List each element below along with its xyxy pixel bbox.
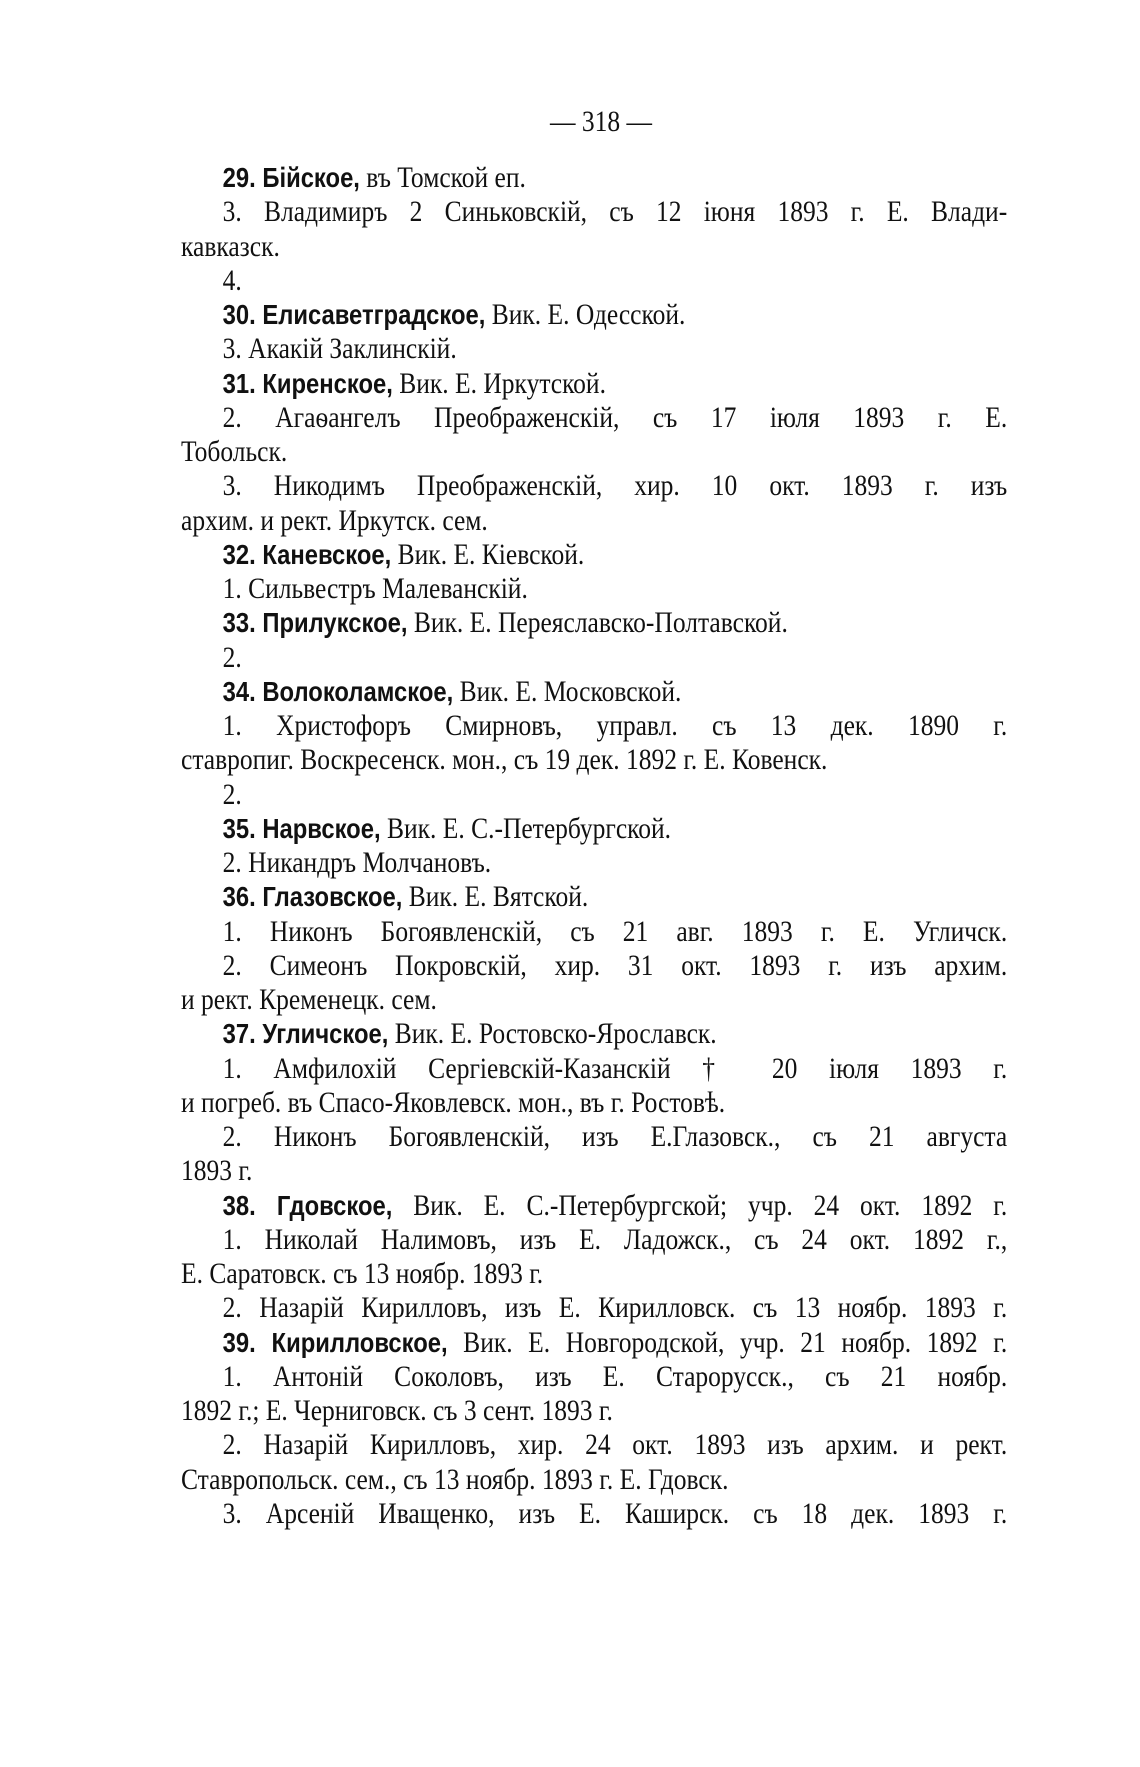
text-line: и рект. Кременецк. сем. — [181, 983, 1007, 1017]
line-text: Вик. Е. Кіевской. — [391, 537, 585, 571]
text-line: 2. Никандръ Молчановъ. — [181, 846, 1007, 880]
text-line: 1. Христофоръ Смирновъ, управл. съ 13 де… — [181, 709, 1008, 743]
diocese-heading: 37. Угличское, — [222, 1018, 389, 1050]
text-line: 2. Назарій Кирилловъ, хир. 24 окт. 1893 … — [181, 1428, 1008, 1462]
text-line: Е. Саратовск. съ 13 ноябр. 1893 г. — [181, 1257, 1007, 1291]
diocese-heading: 30. Елисаветградское, — [222, 299, 486, 330]
text-line: 4. — [181, 264, 1007, 298]
text-line: 1. Никонъ Богоявленскій, съ 21 авг. 1893… — [181, 914, 1008, 949]
text-line: 1892 г.; Е. Черниговск. съ 3 сент. 1893 … — [181, 1394, 1007, 1428]
diocese-heading: 33. Прилукское, — [222, 607, 408, 639]
page-number: — 318 — — [550, 105, 652, 138]
line-text: 1893 г. — [181, 1154, 253, 1188]
diocese-heading: 36. Глазовское, — [222, 881, 403, 913]
line-text: Тобольск. — [181, 435, 288, 468]
line-text: Вик. Е. С.-Петербургской; учр. 24 окт. 1… — [392, 1188, 1008, 1222]
line-text: 2. Назарій Кирилловъ, хир. 24 окт. 1893 … — [222, 1428, 1008, 1462]
line-text: 3. Никодимъ Преображенскій, хир. 10 окт.… — [222, 469, 1008, 503]
line-text: 1. Христофоръ Смирновъ, управл. съ 13 де… — [222, 709, 1008, 742]
line-text: Вик. Е. Ростовско-Ярославск. — [388, 1017, 717, 1051]
text-line: 1893 г. — [181, 1154, 1007, 1188]
line-text: Вик. Е. Одесской. — [485, 298, 686, 331]
diocese-heading: 39. Кирилловское, — [222, 1326, 448, 1358]
line-text: Е. Саратовск. съ 13 ноябр. 1893 г. — [181, 1257, 544, 1290]
section-heading-line: 37. Угличское, Вик. Е. Ростовско-Ярослав… — [181, 1017, 1007, 1051]
section-heading-line: 36. Глазовское, Вик. Е. Вятской. — [181, 880, 1007, 914]
text-line: 2. — [181, 641, 1007, 675]
line-text: 2. Никонъ Богоявленскій, изъ Е.Глазовск.… — [222, 1120, 1008, 1153]
line-text: Вик. Е. Иркутской. — [392, 366, 606, 400]
diocese-heading: 29. Бійское, — [222, 162, 360, 193]
line-text: 1892 г.; Е. Черниговск. съ 3 сент. 1893 … — [181, 1394, 613, 1427]
text-line: 2. Симеонъ Покровскій, хир. 31 окт. 1893… — [181, 948, 1008, 983]
line-text: 1. Сильвестръ Малеванскій. — [222, 572, 528, 605]
text-line: ставропиг. Воскресенск. мон., съ 19 дек.… — [181, 743, 1007, 777]
text-line: 3. Арсеній Иващенко, изъ Е. Каширск. съ … — [181, 1496, 1008, 1531]
line-text: въ Томской еп. — [359, 161, 526, 194]
line-text: и погреб. въ Спасо-Яковлевск. мон., въ г… — [181, 1085, 726, 1119]
text-line: 2. Никонъ Богоявленскій, изъ Е.Глазовск.… — [181, 1120, 1008, 1154]
line-text: 2. Назарій Кирилловъ, изъ Е. Кирилловск.… — [222, 1291, 1008, 1325]
line-text: 2. — [222, 777, 242, 811]
line-text: кавказск. — [181, 229, 280, 263]
line-text: Вик. Е. Переяславско-Полтавской. — [407, 606, 788, 640]
line-text: 2. Никандръ Молчановъ. — [222, 846, 492, 879]
diocese-heading: 32. Каневское, — [222, 538, 392, 570]
text-line: Ставропольск. сем., съ 13 ноябр. 1893 г.… — [181, 1463, 1007, 1497]
line-text: 4. — [222, 263, 242, 297]
section-heading-line: 30. Елисаветградское, Вик. Е. Одесской. — [181, 298, 1007, 332]
diocese-heading: 38. Гдовское, — [222, 1189, 393, 1221]
text-line: 1. Сильвестръ Малеванскій. — [181, 572, 1007, 606]
text-line: кавказск. — [181, 230, 1007, 264]
page-body: 29. Бійское, въ Томской еп. 3. Владимиръ … — [181, 161, 1007, 1531]
text-line: 3. Никодимъ Преображенскій, хир. 10 окт.… — [181, 469, 1008, 503]
line-text: 3. Владимиръ 2 Синьковскій, съ 12 іюня 1… — [222, 195, 1008, 229]
section-heading-line: 31. Киренское, Вик. Е. Иркутской. — [181, 367, 1007, 401]
line-text: 2. Агаѳангелъ Преображенскій, съ 17 іюля… — [222, 400, 1008, 434]
line-text: и рект. Кременецк. сем. — [181, 983, 437, 1016]
text-line: и погреб. въ Спасо-Яковлевск. мон., въ г… — [181, 1086, 1007, 1120]
line-text: ставропиг. Воскресенск. мон., съ 19 дек.… — [181, 743, 828, 777]
line-text: 1. Антоній Соколовъ, изъ Е. Старорусск.,… — [222, 1359, 1008, 1393]
text-line: Тобольск. — [181, 435, 1007, 469]
section-heading-line: 39. Кирилловское, Вик. Е. Новгородской, … — [181, 1325, 1008, 1360]
section-heading-line: 29. Бійское, въ Томской еп. — [181, 161, 1007, 195]
text-line: 2. Агаѳангелъ Преображенскій, съ 17 іюля… — [181, 400, 1008, 435]
line-text: Вик. Е. С.-Петербургской. — [380, 811, 672, 845]
text-line: 1. Николай Налимовъ, изъ Е. Ладожск., съ… — [181, 1222, 1008, 1257]
line-text: 1. Никонъ Богоявленскій, съ 21 авг. 1893… — [222, 914, 1008, 948]
line-text: 2. — [222, 640, 242, 674]
line-text: 2. Симеонъ Покровскій, хир. 31 окт. 1893… — [222, 948, 1008, 982]
text-line: 1. Антоній Соколовъ, изъ Е. Старорусск.,… — [181, 1359, 1008, 1394]
line-text: Ставропольск. сем., съ 13 ноябр. 1893 г.… — [181, 1462, 729, 1496]
line-text: 3. Арсеній Иващенко, изъ Е. Каширск. съ … — [222, 1496, 1008, 1530]
section-heading-line: 38. Гдовское, Вик. Е. С.-Петербургской; … — [181, 1188, 1008, 1223]
line-text: Вик. Е. Московской. — [453, 674, 682, 708]
section-heading-line: 35. Нарвское, Вик. Е. С.-Петербургской. — [181, 812, 1007, 846]
line-text: 1. Амфилохій Сергіевскій-Казанскій † 20 … — [222, 1051, 1008, 1085]
line-text: 3. Акакій Заклинскій. — [222, 332, 457, 366]
text-line: 2. — [181, 778, 1007, 812]
line-text: Вик. Е. Новгородской, учр. 21 ноябр. 189… — [447, 1325, 1008, 1359]
diocese-heading: 34. Волоколамское, — [222, 675, 454, 707]
section-heading-line: 33. Прилукское, Вик. Е. Переяславско-Пол… — [181, 606, 1007, 640]
text-line: архим. и рект. Иркутск. сем. — [181, 504, 1007, 538]
line-text: Вик. Е. Вятской. — [402, 880, 589, 914]
line-text: архим. и рект. Иркутск. сем. — [181, 503, 488, 537]
section-heading-line: 32. Каневское, Вик. Е. Кіевской. — [181, 538, 1007, 572]
text-line: 2. Назарій Кирилловъ, изъ Е. Кирилловск.… — [181, 1291, 1008, 1325]
text-line: 3. Владимиръ 2 Синьковскій, съ 12 іюня 1… — [181, 195, 1008, 229]
line-text: 1. Николай Налимовъ, изъ Е. Ладожск., съ… — [222, 1222, 1008, 1256]
diocese-heading: 31. Киренское, — [222, 367, 393, 399]
text-line: 3. Акакій Заклинскій. — [181, 332, 1007, 366]
diocese-heading: 35. Нарвское, — [222, 812, 381, 844]
text-line: 1. Амфилохій Сергіевскій-Казанскій † 20 … — [181, 1051, 1008, 1086]
section-heading-line: 34. Волоколамское, Вик. Е. Московской. — [181, 675, 1007, 709]
